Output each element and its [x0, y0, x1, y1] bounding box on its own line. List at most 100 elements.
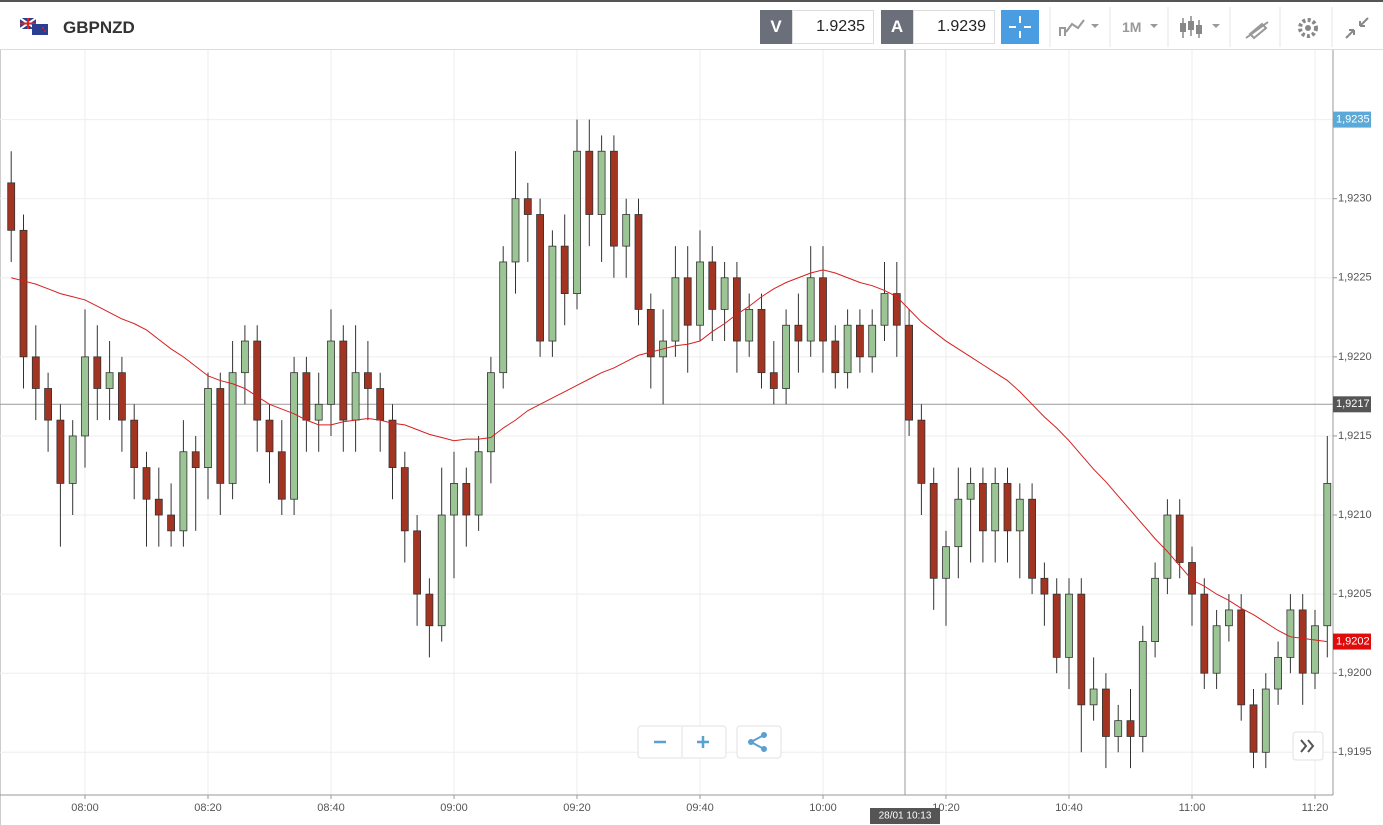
- candle-body: [806, 277, 815, 342]
- scroll-right[interactable]: [1292, 731, 1324, 761]
- candle-body: [646, 309, 655, 358]
- candle-body: [327, 340, 335, 405]
- x-tick-label: 08:20: [194, 802, 222, 814]
- candle-body: [585, 150, 594, 215]
- candle-body: [363, 372, 372, 389]
- candle-body: [683, 277, 692, 326]
- candle-body: [548, 245, 557, 342]
- candle-body: [302, 372, 311, 421]
- candle-body: [1237, 609, 1246, 706]
- candle-body: [462, 482, 471, 516]
- price-tag: [1333, 111, 1371, 128]
- candle-body: [622, 214, 631, 247]
- candle-body: [68, 435, 77, 484]
- candle-body: [1200, 593, 1209, 674]
- crosshair-time: 28/01 10:13: [879, 811, 932, 822]
- candle-body: [794, 324, 803, 342]
- x-tick-label: 10:00: [809, 802, 837, 814]
- candle-body: [560, 245, 569, 294]
- candle-body: [1102, 688, 1110, 737]
- timeframe[interactable]: 1M: [1122, 19, 1142, 35]
- candle-body: [474, 451, 483, 516]
- candle-body: [351, 372, 360, 421]
- candle-body: [929, 482, 938, 579]
- candle-body: [56, 419, 65, 484]
- candle-body: [1311, 625, 1319, 674]
- candle-body: [1249, 704, 1258, 753]
- candle-body: [880, 293, 889, 326]
- candle-body: [523, 198, 532, 215]
- price-tag-label: 1,9202: [1336, 635, 1370, 647]
- candle-body: [1065, 593, 1073, 658]
- candle-body: [118, 372, 126, 421]
- y-tick-label: 1,9225: [1338, 272, 1372, 284]
- candle-body: [450, 482, 458, 516]
- candle-body: [511, 198, 520, 263]
- candle-body: [290, 372, 299, 500]
- buy-label[interactable]: A: [881, 10, 913, 44]
- candle-body: [1212, 625, 1221, 674]
- flags: [20, 18, 48, 35]
- y-tick-label: 1,9205: [1338, 588, 1372, 600]
- x-tick-label: 11:00: [1179, 802, 1206, 814]
- price-tag: [1333, 396, 1371, 413]
- moving-average: [11, 269, 1328, 643]
- candle-body: [1040, 577, 1049, 595]
- candle-body: [966, 482, 975, 500]
- candle-body: [167, 514, 176, 532]
- candle-body: [843, 324, 852, 374]
- candle-body: [671, 277, 680, 342]
- tool-icons[interactable]: [1000, 2, 1383, 50]
- candle-body: [573, 150, 581, 294]
- candle-body: [708, 261, 717, 310]
- candle-body: [1077, 593, 1086, 706]
- candle-body: [253, 340, 262, 421]
- x-tick-label: 11:20: [1302, 802, 1329, 814]
- candle-body: [917, 419, 926, 484]
- candle-body: [31, 356, 40, 389]
- candle-body: [1286, 609, 1295, 658]
- candle-body: [105, 372, 114, 389]
- candle-body: [7, 182, 16, 231]
- candle-body: [991, 482, 1000, 532]
- zoom-controls[interactable]: [636, 724, 786, 760]
- candle-body: [277, 451, 286, 500]
- candle-body: [240, 340, 249, 374]
- candle-body: [228, 372, 237, 484]
- candle-body: [191, 451, 200, 468]
- candle-body: [892, 293, 901, 326]
- candle-body: [1261, 688, 1270, 753]
- candle-body: [831, 340, 840, 374]
- toolbar: GBPNZD V 1.9235 A 1.9239 1M: [0, 0, 1383, 50]
- candle-body: [979, 482, 987, 532]
- candle-body: [942, 546, 950, 579]
- candle-body: [1052, 593, 1061, 658]
- y-tick-label: 1,9220: [1338, 351, 1372, 363]
- x-tick-label: 08:40: [317, 802, 345, 814]
- crosshair-time-tag: [870, 808, 940, 824]
- candle-body: [93, 356, 102, 389]
- candle-body: [19, 229, 28, 358]
- candle-body: [1225, 609, 1233, 627]
- candle-body: [610, 150, 618, 247]
- candle-body: [720, 277, 729, 310]
- candle-body: [400, 467, 409, 532]
- sell-price[interactable]: 1.9235: [792, 10, 874, 44]
- candle-body: [154, 498, 163, 516]
- buy-price[interactable]: 1.9239: [913, 10, 995, 44]
- candle-body: [536, 214, 544, 342]
- candle-body: [733, 277, 741, 342]
- candle-body: [1274, 656, 1282, 690]
- candle-body: [1175, 514, 1184, 563]
- candle-body: [142, 467, 151, 500]
- candle-body: [634, 214, 643, 310]
- candle-body: [499, 261, 508, 374]
- candle-body: [179, 451, 188, 532]
- candle-body: [314, 403, 323, 421]
- candle-body: [413, 530, 422, 595]
- candle-body: [1003, 482, 1012, 532]
- sell-label[interactable]: V: [760, 10, 792, 44]
- x-tick-label: 10:40: [1055, 802, 1083, 814]
- x-tick-label: 09:00: [440, 802, 468, 814]
